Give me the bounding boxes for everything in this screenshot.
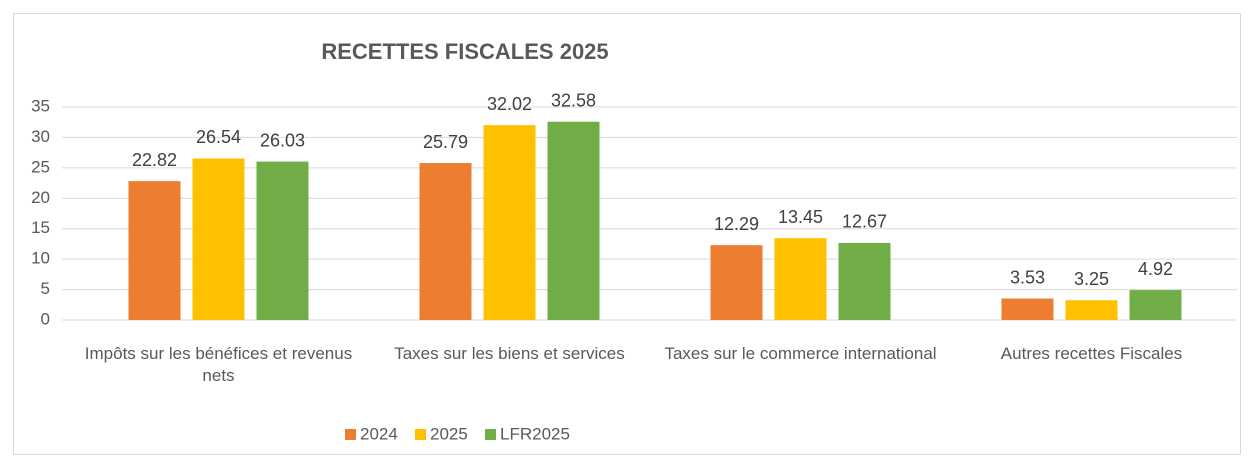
bar	[1129, 290, 1182, 320]
data-label: 22.82	[132, 150, 177, 170]
data-label: 32.58	[551, 90, 596, 110]
bar	[774, 238, 827, 320]
bar	[710, 245, 763, 320]
bar	[1065, 300, 1118, 320]
y-tick-label: 35	[31, 96, 50, 115]
y-tick-label: 20	[31, 188, 50, 207]
bar	[1001, 298, 1054, 320]
x-tick-label: Taxes sur le commerce international	[664, 344, 937, 363]
y-tick-label: 10	[31, 249, 50, 268]
legend-swatch	[485, 429, 496, 440]
y-tick-label: 5	[41, 279, 50, 298]
legend-swatch	[345, 429, 356, 440]
legend-label: 2025	[430, 424, 468, 443]
chart-title: RECETTES FISCALES 2025	[321, 39, 608, 64]
legend-label: LFR2025	[500, 424, 570, 443]
x-tick-label: Impôts sur les bénéfices et revenus nets	[84, 344, 353, 385]
data-label: 26.03	[260, 130, 305, 150]
data-label: 25.79	[423, 132, 468, 152]
data-label: 12.67	[842, 212, 887, 232]
legend-swatch	[415, 429, 426, 440]
bar	[838, 242, 891, 320]
y-tick-label: 0	[41, 309, 50, 328]
bar	[547, 121, 600, 320]
data-label: 26.54	[196, 127, 241, 147]
data-label: 4.92	[1138, 259, 1173, 279]
y-tick-label: 25	[31, 157, 50, 176]
data-label: 3.25	[1074, 269, 1109, 289]
x-tick-label: Taxes sur les biens et services	[394, 344, 625, 363]
bar	[256, 161, 309, 320]
bar	[419, 163, 472, 320]
data-label: 12.29	[714, 214, 759, 234]
bar	[128, 181, 181, 320]
data-label: 3.53	[1010, 267, 1045, 287]
y-tick-label: 15	[31, 218, 50, 237]
bar	[192, 158, 245, 320]
x-tick-label: Autres recettes Fiscales	[1000, 344, 1183, 363]
bar	[483, 125, 536, 320]
y-tick-label: 30	[31, 127, 50, 146]
legend-label: 2024	[360, 424, 398, 443]
data-label: 32.02	[487, 94, 532, 114]
data-label: 13.45	[778, 207, 823, 227]
